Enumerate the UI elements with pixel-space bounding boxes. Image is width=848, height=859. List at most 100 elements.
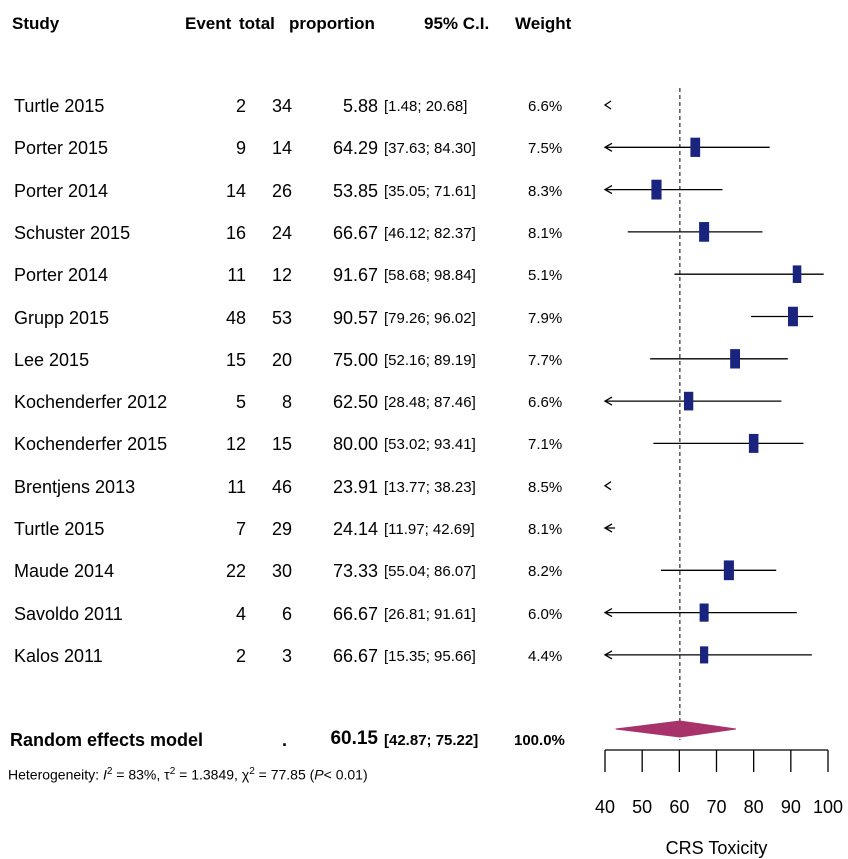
summary-label: Random effects model (10, 730, 204, 750)
row-total: 15 (271, 434, 292, 455)
het-p-value: < 0.01) (323, 766, 368, 783)
row-study: Porter 2014 (14, 180, 109, 201)
het-chi-symbol: χ (241, 766, 250, 783)
row-study: Maude 2014 (14, 561, 115, 582)
row-study: Turtle 2015 (14, 519, 105, 539)
row-event: 15 (225, 349, 246, 370)
row-event: 5 (235, 392, 246, 413)
estimate-box (792, 265, 802, 283)
row-event: 22 (225, 561, 246, 582)
row-total: 8 (281, 392, 292, 413)
x-tick-label: 70 (706, 797, 726, 817)
het-chi-sup: 2 (249, 766, 255, 777)
row-study: Turtle 2015 (14, 96, 105, 116)
row-weight: 7.1% (528, 436, 563, 454)
x-tick-label: 60 (669, 797, 689, 817)
ci-arrow-left (603, 650, 613, 660)
x-tick-label: 40 (595, 797, 615, 817)
estimate-box (651, 179, 662, 200)
het-i2-value: = 83%, (112, 766, 165, 783)
het-tau-symbol: τ (164, 766, 170, 783)
estimate-box (683, 391, 694, 411)
row-ci: [15.35; 95.66] (384, 647, 476, 665)
summary-weight: 100.0% (514, 732, 565, 749)
row-weight: 7.9% (528, 309, 563, 327)
row-study: Porter 2015 (14, 138, 109, 159)
ci-arrow-left (603, 608, 613, 618)
row-ci: [52.16; 89.19] (384, 351, 476, 369)
header-event: Event (185, 14, 232, 33)
het-i2-symbol: I (102, 766, 107, 783)
row-total: 6 (281, 603, 292, 624)
row-ci: [46.12; 82.37] (384, 224, 476, 242)
row-proportion: 66.67 (332, 222, 378, 243)
row-weight: 6.6% (528, 394, 563, 412)
row-total: 14 (271, 138, 292, 159)
row-study: Kochenderfer 2015 (14, 434, 168, 455)
row-ci: [28.48; 87.46] (384, 394, 476, 412)
row-total: 20 (271, 349, 292, 370)
row-proportion: 91.67 (332, 265, 378, 286)
row-event: 16 (225, 222, 246, 243)
row-ci: [35.05; 71.61] (384, 182, 476, 200)
het-tau-value: = 1.3849, (175, 766, 242, 783)
row-event: 11 (227, 476, 246, 497)
estimate-box (723, 560, 734, 581)
x-tick-label: 100 (813, 797, 843, 817)
row-proportion: 64.29 (332, 138, 378, 159)
row-weight: 7.7% (528, 351, 563, 369)
row-proportion: 24.14 (332, 519, 378, 539)
row-event: 7 (235, 519, 246, 539)
het-i2-sup: 2 (106, 766, 113, 777)
header-study: Study (12, 14, 60, 33)
row-ci: [55.04; 86.07] (384, 563, 476, 581)
het-p-symbol: P (314, 766, 324, 783)
row-study: Grupp 2015 (14, 307, 110, 328)
ci-arrow-left (603, 100, 612, 110)
het-prefix: Heterogeneity: (8, 766, 103, 783)
row-total: 3 (281, 645, 292, 666)
estimate-box (787, 306, 798, 327)
row-study: Kochenderfer 2012 (14, 392, 168, 413)
row-total: 24 (271, 222, 292, 243)
row-proportion: 23.91 (332, 476, 378, 497)
row-event: 48 (225, 307, 246, 328)
x-tick-label: 50 (632, 797, 652, 817)
row-event: 4 (235, 603, 246, 624)
row-proportion: 5.88 (342, 96, 378, 116)
estimate-box (699, 603, 709, 622)
row-weight: 8.5% (528, 478, 563, 496)
row-proportion: 80.00 (332, 434, 378, 455)
heterogeneity-text: Heterogeneity: I2 = 83%, τ2 = 1.3849, χ2… (8, 766, 368, 783)
het-chi-value: = 77.85 ( (254, 766, 315, 783)
row-proportion: 90.57 (332, 307, 378, 328)
row-proportion: 75.00 (332, 349, 378, 370)
row-study: Savoldo 2011 (14, 603, 123, 624)
ci-arrow-left (603, 523, 613, 533)
row-total: 12 (271, 265, 292, 286)
x-tick-label: 90 (781, 797, 801, 817)
row-weight: 8.1% (528, 521, 563, 538)
row-proportion: 73.33 (332, 561, 378, 582)
header-proportion: proportion (289, 14, 375, 33)
row-ci: [13.77; 38.23] (384, 478, 476, 496)
row-weight: 7.5% (528, 140, 563, 158)
header-ci: 95% C.I. (424, 14, 490, 33)
ci-arrow-left (603, 481, 612, 491)
row-event: 9 (235, 138, 246, 159)
row-ci: [58.68; 98.84] (384, 267, 476, 285)
estimate-box (700, 646, 709, 664)
row-study: Brentjens 2013 (14, 476, 136, 497)
row-total: 46 (271, 476, 292, 497)
summary-event: . (282, 730, 288, 750)
x-tick-label: 80 (744, 797, 764, 817)
estimate-box (690, 137, 701, 157)
row-total: 26 (271, 180, 292, 201)
x-axis-label: CRS Toxicity (666, 838, 768, 858)
row-weight: 8.3% (528, 182, 563, 200)
ci-arrow-left (603, 185, 613, 195)
header-total: total (239, 14, 275, 33)
row-weight: 8.2% (528, 563, 563, 581)
row-weight: 5.1% (528, 267, 563, 285)
row-total: 53 (271, 307, 292, 328)
